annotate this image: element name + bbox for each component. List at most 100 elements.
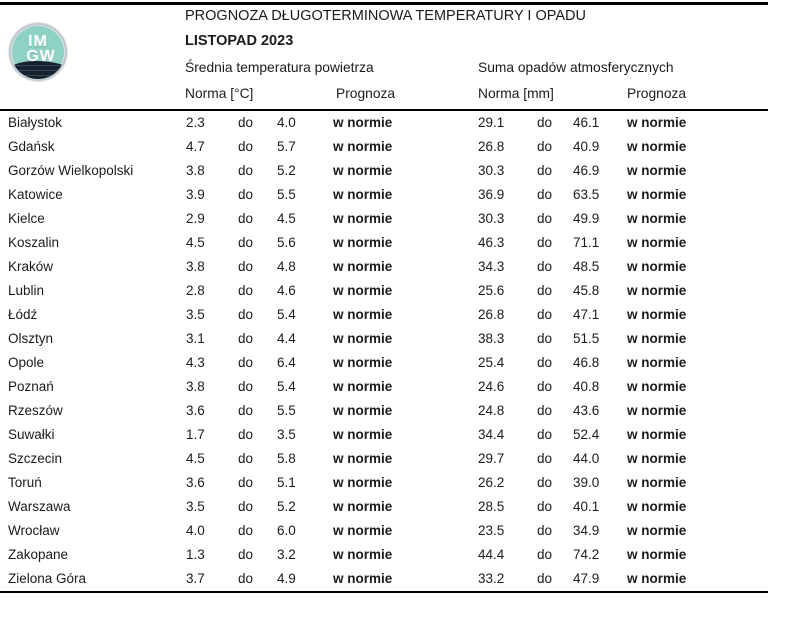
precip-norm-low: 26.8	[478, 307, 505, 322]
temp-norm-low: 3.7	[186, 571, 205, 586]
range-separator: do	[537, 571, 553, 586]
precip-forecast: w normie	[627, 259, 687, 274]
range-separator: do	[537, 187, 553, 202]
range-separator: do	[537, 379, 553, 394]
range-separator: do	[238, 355, 254, 370]
precip-forecast: w normie	[627, 211, 687, 226]
temp-norm-low: 4.5	[186, 451, 205, 466]
temp-norm-high: 5.5	[277, 403, 296, 418]
range-separator: do	[238, 163, 254, 178]
table-row: Opole 4.3 do 6.4 w normie 25.4 do 46.8 w…	[0, 351, 768, 375]
temp-norm-low: 4.0	[186, 523, 205, 538]
precip-norm-low: 30.3	[478, 211, 505, 226]
city-name: Katowice	[8, 187, 63, 202]
precip-norm-low: 24.6	[478, 379, 505, 394]
precip-forecast: w normie	[627, 547, 687, 562]
range-separator: do	[238, 499, 254, 514]
range-separator: do	[238, 211, 254, 226]
temp-norm-low: 1.3	[186, 547, 205, 562]
precip-forecast: w normie	[627, 163, 687, 178]
temp-forecast: w normie	[333, 403, 393, 418]
city-name: Toruń	[8, 475, 42, 490]
city-name: Suwałki	[8, 427, 55, 442]
table-row: Zielona Góra 3.7 do 4.9 w normie 33.2 do…	[0, 567, 768, 591]
range-separator: do	[537, 139, 553, 154]
precip-norm-low: 46.3	[478, 235, 505, 250]
temp-forecast: w normie	[333, 115, 393, 130]
table-row: Kielce 2.9 do 4.5 w normie 30.3 do 49.9 …	[0, 207, 768, 231]
precip-norm-high: 40.1	[573, 499, 600, 514]
precip-norm-low: 33.2	[478, 571, 505, 586]
temp-norm-low: 2.3	[186, 115, 205, 130]
range-separator: do	[238, 139, 254, 154]
precip-norm-low: 36.9	[478, 187, 505, 202]
precip-forecast-header: Prognoza	[627, 86, 687, 101]
table-row: Lublin 2.8 do 4.6 w normie 25.6 do 45.8 …	[0, 279, 768, 303]
precip-norm-high: 71.1	[573, 235, 600, 250]
precip-norm-low: 28.5	[478, 499, 505, 514]
precip-norm-high: 51.5	[573, 331, 600, 346]
report-title: PROGNOZA DŁUGOTERMINOWA TEMPERATURY I OP…	[185, 8, 586, 24]
temp-forecast: w normie	[333, 283, 393, 298]
range-separator: do	[537, 235, 553, 250]
precip-norm-high: 46.8	[573, 355, 600, 370]
table-row: Katowice 3.9 do 5.5 w normie 36.9 do 63.…	[0, 183, 768, 207]
temp-forecast: w normie	[333, 499, 393, 514]
precip-norm-high: 63.5	[573, 187, 600, 202]
precip-norm-low: 24.8	[478, 403, 505, 418]
temp-norm-low: 3.5	[186, 499, 205, 514]
city-name: Opole	[8, 355, 45, 370]
temp-forecast: w normie	[333, 571, 393, 586]
temp-norm-header: Norma [°C]	[185, 86, 254, 101]
precip-norm-header: Norma [mm]	[478, 86, 554, 101]
precip-norm-high: 48.5	[573, 259, 600, 274]
range-separator: do	[238, 451, 254, 466]
precip-norm-high: 40.9	[573, 139, 600, 154]
range-separator: do	[537, 163, 553, 178]
table-row: Warszawa 3.5 do 5.2 w normie 28.5 do 40.…	[0, 495, 768, 519]
temp-norm-low: 3.6	[186, 403, 205, 418]
logo-waves	[11, 61, 65, 79]
precip-norm-low: 29.1	[478, 115, 505, 130]
range-separator: do	[537, 523, 553, 538]
report-month: LISTOPAD 2023	[185, 33, 294, 49]
precip-norm-high: 34.9	[573, 523, 600, 538]
range-separator: do	[238, 403, 254, 418]
temp-norm-low: 3.9	[186, 187, 205, 202]
logo-text-bottom: GW	[26, 48, 56, 65]
temp-forecast: w normie	[333, 355, 393, 370]
temp-norm-low: 2.8	[186, 283, 205, 298]
bottom-rule	[0, 591, 768, 593]
temp-forecast-header: Prognoza	[336, 86, 396, 101]
table-row: Gdańsk 4.7 do 5.7 w normie 26.8 do 40.9 …	[0, 135, 768, 159]
precip-forecast: w normie	[627, 571, 687, 586]
precip-forecast: w normie	[627, 451, 687, 466]
temp-forecast: w normie	[333, 427, 393, 442]
table-row: Suwałki 1.7 do 3.5 w normie 34.4 do 52.4…	[0, 423, 768, 447]
precip-norm-high: 39.0	[573, 475, 600, 490]
temp-norm-low: 1.7	[186, 427, 205, 442]
temp-forecast: w normie	[333, 523, 393, 538]
temp-norm-high: 3.2	[277, 547, 296, 562]
temp-norm-low: 2.9	[186, 211, 205, 226]
temp-norm-low: 3.5	[186, 307, 205, 322]
range-separator: do	[537, 211, 553, 226]
city-name: Warszawa	[8, 499, 71, 514]
table-row: Gorzów Wielkopolski 3.8 do 5.2 w normie …	[0, 159, 768, 183]
temp-norm-low: 4.3	[186, 355, 205, 370]
temp-forecast: w normie	[333, 211, 393, 226]
range-separator: do	[537, 475, 553, 490]
precip-forecast: w normie	[627, 283, 687, 298]
temp-norm-high: 5.4	[277, 379, 296, 394]
table-row: Koszalin 4.5 do 5.6 w normie 46.3 do 71.…	[0, 231, 768, 255]
precip-norm-low: 34.3	[478, 259, 505, 274]
precip-forecast: w normie	[627, 139, 687, 154]
temp-forecast: w normie	[333, 163, 393, 178]
table-row: Białystok 2.3 do 4.0 w normie 29.1 do 46…	[0, 111, 768, 135]
temp-forecast: w normie	[333, 307, 393, 322]
imgw-logo: IM GW	[9, 23, 67, 81]
precip-norm-high: 43.6	[573, 403, 600, 418]
temp-norm-high: 5.2	[277, 163, 296, 178]
logo-text-top: IM	[28, 33, 48, 50]
